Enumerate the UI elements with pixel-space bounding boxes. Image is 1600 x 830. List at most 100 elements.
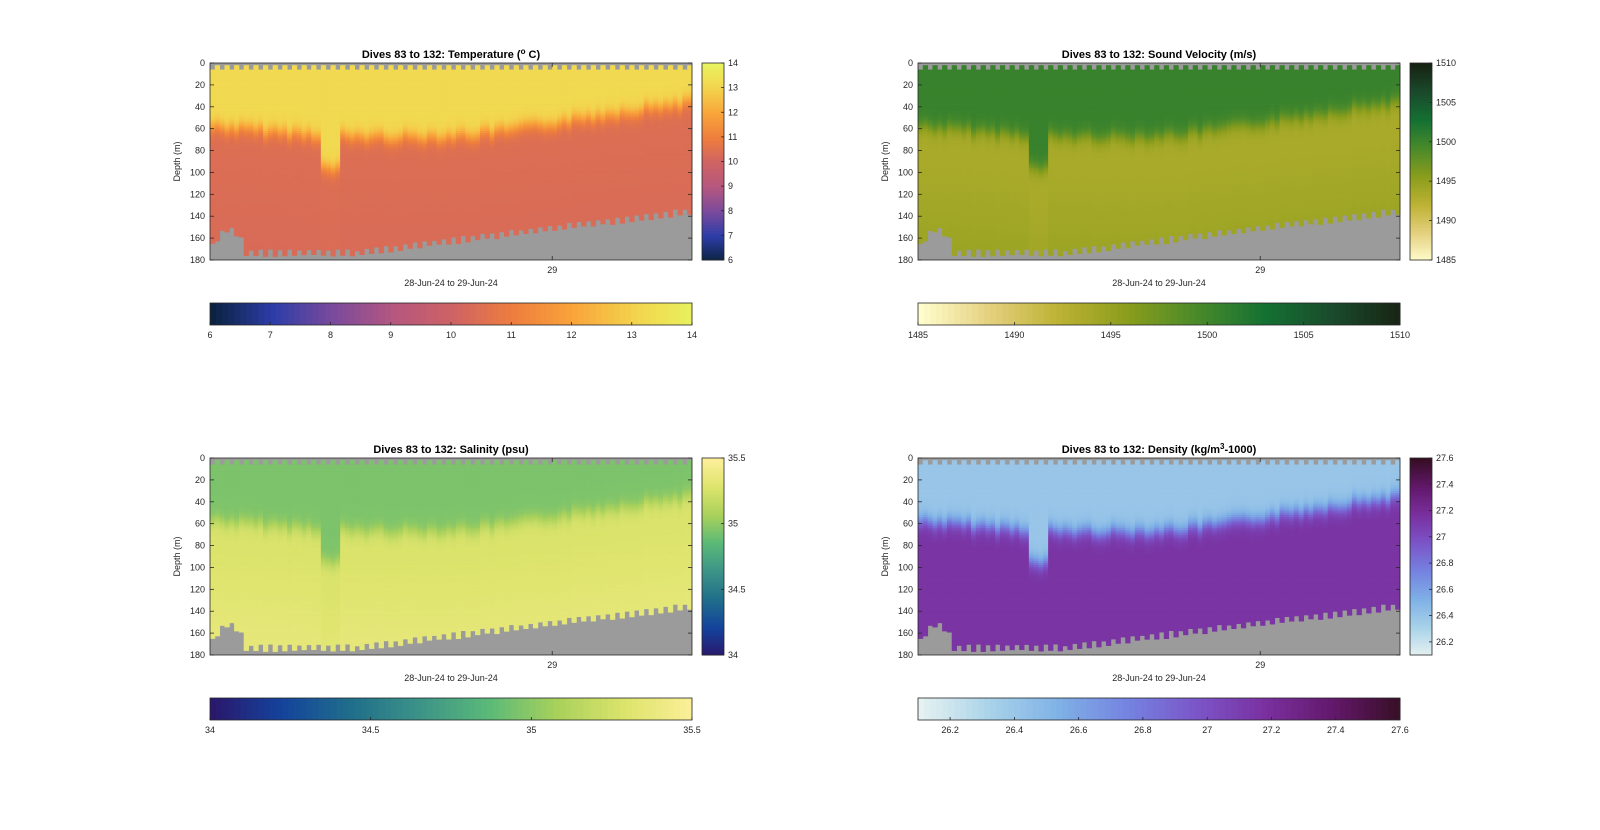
heatmap-cell xyxy=(369,140,374,142)
heatmap-cell xyxy=(306,135,311,137)
heatmap-cell xyxy=(306,94,311,96)
heatmap-cell xyxy=(215,129,220,131)
heatmap-cell xyxy=(316,186,321,188)
heatmap-cell xyxy=(393,100,398,102)
heatmap-cell xyxy=(331,232,336,234)
heatmap-cell xyxy=(273,162,278,164)
heatmap-cell xyxy=(355,164,360,166)
heatmap-cell xyxy=(316,122,321,124)
heatmap-cell xyxy=(210,124,215,126)
heatmap-cell xyxy=(369,151,374,153)
heatmap-cell xyxy=(311,129,316,131)
heatmap-cell xyxy=(393,70,398,72)
heatmap-cell xyxy=(379,65,384,67)
heatmap-cell xyxy=(282,194,287,196)
heatmap-cell xyxy=(388,129,393,131)
heatmap-cell xyxy=(359,137,364,139)
heatmap-cell xyxy=(273,120,278,122)
heatmap-cell xyxy=(282,111,287,113)
heatmap-cell xyxy=(210,227,215,229)
heatmap-cell xyxy=(302,170,307,172)
heatmap-cell xyxy=(287,199,292,201)
heatmap-cell xyxy=(282,94,287,96)
heatmap-cell xyxy=(398,102,403,104)
heatmap-cell xyxy=(359,111,364,113)
heatmap-cell xyxy=(229,70,234,72)
heatmap-cell xyxy=(306,87,311,89)
heatmap-cell xyxy=(403,105,408,107)
heatmap-cell xyxy=(345,166,350,168)
heatmap-cell xyxy=(321,212,326,214)
heatmap-cell xyxy=(311,192,316,194)
heatmap-cell xyxy=(268,247,273,249)
heatmap-cell xyxy=(253,238,258,240)
heatmap-cell xyxy=(258,131,263,133)
heatmap-cell xyxy=(224,142,229,144)
heatmap-cell xyxy=(277,96,282,98)
heatmap-cell xyxy=(326,146,331,148)
heatmap-cell xyxy=(335,229,340,231)
heatmap-cell xyxy=(331,197,336,199)
heatmap-cell xyxy=(335,172,340,174)
heatmap-cell xyxy=(282,118,287,120)
heatmap-cell xyxy=(403,94,408,96)
heatmap-cell xyxy=(403,70,408,72)
heatmap-cell xyxy=(350,172,355,174)
heatmap-cell xyxy=(282,192,287,194)
heatmap-cell xyxy=(306,234,311,236)
heatmap-cell xyxy=(379,157,384,159)
heatmap-cell xyxy=(277,194,282,196)
heatmap-cell xyxy=(359,212,364,214)
heatmap-cell xyxy=(326,83,331,85)
heatmap-cell xyxy=(331,89,336,91)
heatmap-cell xyxy=(335,164,340,166)
heatmap-cell xyxy=(234,98,239,100)
heatmap-cell xyxy=(277,83,282,85)
heatmap-cell xyxy=(417,67,422,69)
heatmap-cell xyxy=(302,212,307,214)
heatmap-cell xyxy=(316,166,321,168)
heatmap-cell xyxy=(253,70,258,72)
heatmap-cell xyxy=(364,245,369,247)
heatmap-cell xyxy=(374,186,379,188)
heatmap-cell xyxy=(215,135,220,137)
heatmap-cell xyxy=(364,74,369,76)
heatmap-cell xyxy=(210,146,215,148)
heatmap-cell xyxy=(282,157,287,159)
heatmap-cell xyxy=(403,216,408,218)
heatmap-cell xyxy=(369,242,374,244)
heatmap-cell xyxy=(282,256,287,257)
heatmap-cell xyxy=(263,155,268,157)
heatmap-cell xyxy=(398,131,403,133)
heatmap-cell xyxy=(249,229,254,231)
heatmap-cell xyxy=(335,94,340,96)
heatmap-cell xyxy=(282,83,287,85)
heatmap-cell xyxy=(220,223,225,225)
heatmap-cell xyxy=(379,126,384,128)
heatmap-cell xyxy=(393,151,398,153)
heatmap-cell xyxy=(282,142,287,144)
heatmap-cell xyxy=(220,144,225,146)
heatmap-cell xyxy=(403,214,408,216)
heatmap-cell xyxy=(331,216,336,218)
heatmap-cell xyxy=(398,85,403,87)
heatmap-cell xyxy=(350,146,355,148)
heatmap-cell xyxy=(249,223,254,225)
heatmap-cell xyxy=(355,218,360,220)
heatmap-cell xyxy=(340,247,345,249)
heatmap-cell xyxy=(412,183,417,185)
heatmap-cell xyxy=(331,129,336,131)
heatmap-cell xyxy=(350,227,355,229)
heatmap-cell xyxy=(229,100,234,102)
heatmap-cell xyxy=(220,225,225,227)
heatmap-cell xyxy=(297,135,302,137)
heatmap-cell xyxy=(412,98,417,100)
heatmap-cell xyxy=(316,70,321,72)
heatmap-cell xyxy=(355,111,360,113)
heatmap-cell xyxy=(398,87,403,89)
heatmap-cell xyxy=(239,223,244,225)
heatmap-cell xyxy=(369,116,374,118)
heatmap-cell xyxy=(210,221,215,223)
heatmap-cell xyxy=(379,190,384,192)
heatmap-cell xyxy=(224,181,229,183)
